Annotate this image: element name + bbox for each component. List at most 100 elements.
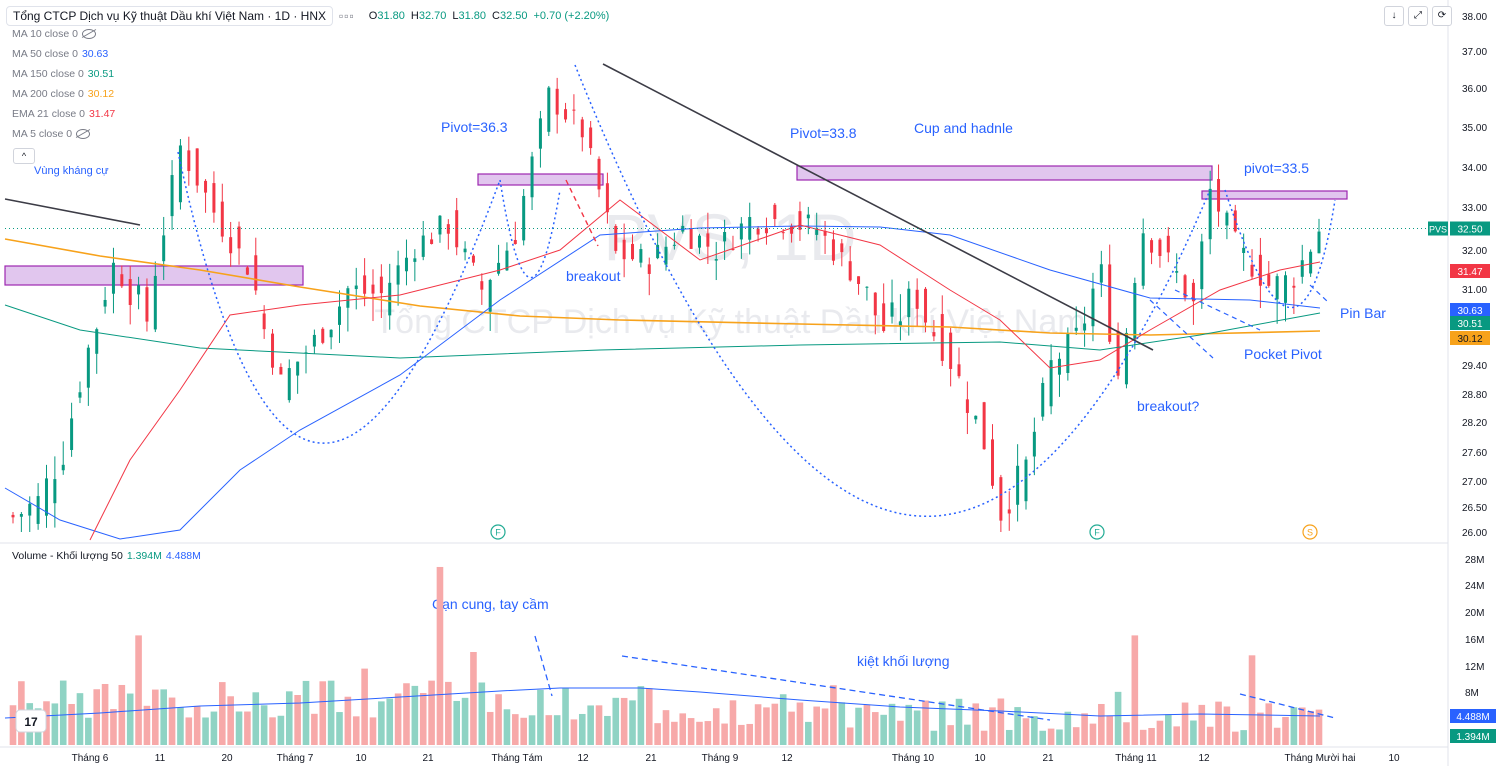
volume-bar xyxy=(654,723,661,745)
indicator-ma200[interactable]: MA 200 close 0 30.12 xyxy=(12,88,114,100)
ema21-line xyxy=(89,199,1321,541)
candle-body xyxy=(44,478,48,516)
volume-bar xyxy=(1131,635,1139,745)
candle-body xyxy=(840,243,844,253)
volume-bar xyxy=(1039,730,1047,745)
ma-badge-label: 30.63 xyxy=(1457,306,1482,317)
volume-bar xyxy=(838,702,846,745)
reset-button[interactable]: ⟳ xyxy=(1432,6,1452,26)
candle-body xyxy=(1141,233,1145,286)
annotation-p335: pivot=33.5 xyxy=(1244,160,1309,176)
candle-body xyxy=(1099,264,1103,283)
candle-body xyxy=(731,249,735,251)
volume-bar xyxy=(394,693,402,745)
volume-bar xyxy=(1206,726,1214,745)
volume-bar xyxy=(570,719,578,745)
volume-bar xyxy=(528,715,536,745)
candle-body xyxy=(614,226,618,251)
volume-bar xyxy=(729,700,737,745)
candle-body xyxy=(697,235,701,248)
volume-bar xyxy=(1072,727,1080,745)
open-label: O xyxy=(368,10,378,22)
candle-body xyxy=(806,214,810,219)
candle-body xyxy=(279,366,283,375)
volume-bar xyxy=(1005,729,1013,745)
symbol-title[interactable]: Tổng CTCP Dịch vụ Kỹ thuật Dầu khí Việt … xyxy=(6,6,334,26)
volume-bar xyxy=(922,700,929,745)
indicator-ema21[interactable]: EMA 21 close 0 31.47 xyxy=(12,108,115,120)
watermark-symbol: PVS, 1D xyxy=(603,200,856,274)
event-marker xyxy=(1302,524,1318,540)
ma200-line xyxy=(4,238,1321,336)
time-tick-label: 10 xyxy=(1388,753,1400,764)
candle-body xyxy=(1108,264,1112,342)
candle-body xyxy=(622,239,626,260)
indicator-ma10[interactable]: MA 10 close 0 xyxy=(12,28,96,40)
candle-body xyxy=(857,276,861,284)
indicator-ma5[interactable]: MA 5 close 0 xyxy=(12,128,91,140)
candle-body xyxy=(1284,275,1288,303)
candle-body xyxy=(1083,323,1087,331)
down-arrow-button[interactable]: ↓ xyxy=(1384,6,1404,26)
volume-bar xyxy=(76,693,84,745)
candle-body xyxy=(714,259,718,261)
hidden-eye-icon[interactable] xyxy=(81,29,96,39)
candle-body xyxy=(421,235,425,257)
candle-body xyxy=(1116,330,1120,376)
collapse-legend-button[interactable]: ^ xyxy=(13,148,35,164)
candle-body xyxy=(631,243,635,260)
price-tick-label: 27.60 xyxy=(1462,448,1487,459)
volume-ma-value: 4.488M xyxy=(165,550,201,562)
candle-body xyxy=(471,255,475,263)
volume-ma-line xyxy=(4,687,1321,719)
volume-bar xyxy=(361,668,368,745)
candle-body xyxy=(1258,254,1262,286)
volume-bar xyxy=(143,705,151,745)
candle-body xyxy=(1275,276,1279,300)
candle-body xyxy=(1217,179,1221,212)
volume-bar xyxy=(587,705,594,745)
volume-badge xyxy=(1450,729,1496,743)
candle-body xyxy=(1024,459,1028,502)
volume-bar xyxy=(302,680,310,745)
annotation-breakout2: breakout? xyxy=(1137,398,1199,414)
candle-body xyxy=(522,195,526,241)
candle-body xyxy=(446,224,450,234)
volume-bar xyxy=(419,693,427,745)
volume-bar xyxy=(1240,730,1247,745)
volume-bar xyxy=(637,686,645,745)
price-tick-label: 35.00 xyxy=(1462,123,1487,134)
volume-bar xyxy=(478,682,486,745)
hidden-eye-icon[interactable] xyxy=(76,129,91,139)
resistance-zone xyxy=(1201,190,1348,200)
change-value: +0.70 (+2.20%) xyxy=(533,10,610,22)
indicator-label: MA 5 close 0 xyxy=(12,128,73,140)
candle-body xyxy=(1208,188,1212,240)
volume-legend[interactable]: Volume - Khối lượng 50 1.394M 4.488M xyxy=(12,550,201,562)
volume-badge-label: 4.488M xyxy=(1456,712,1489,723)
volume-bar xyxy=(378,701,385,745)
volume-bar xyxy=(545,715,553,745)
volume-bar xyxy=(629,700,636,745)
indicator-ma150[interactable]: MA 150 close 0 30.51 xyxy=(12,68,114,80)
candle-body xyxy=(949,332,953,369)
candle-body xyxy=(379,276,383,294)
handle-curve xyxy=(1224,189,1336,309)
indicator-ma50[interactable]: MA 50 close 0 30.63 xyxy=(12,48,108,60)
event-marker-label: F xyxy=(495,528,501,538)
symbol-badge xyxy=(1428,221,1448,236)
candle-body xyxy=(1292,285,1296,288)
volume-bar xyxy=(428,680,435,745)
trendline xyxy=(602,63,1154,351)
candle-body xyxy=(1016,465,1020,505)
volume-bar xyxy=(1223,706,1231,745)
volume-bar xyxy=(779,694,787,745)
high-value: 32.70 xyxy=(418,10,447,22)
candle-body xyxy=(513,239,517,245)
volume-bar xyxy=(662,710,670,745)
more-icon[interactable]: ▫▫▫ xyxy=(339,9,355,23)
candle-body xyxy=(220,201,224,237)
maximize-button[interactable]: ⤢ xyxy=(1408,6,1428,26)
candle-body xyxy=(1133,282,1137,340)
